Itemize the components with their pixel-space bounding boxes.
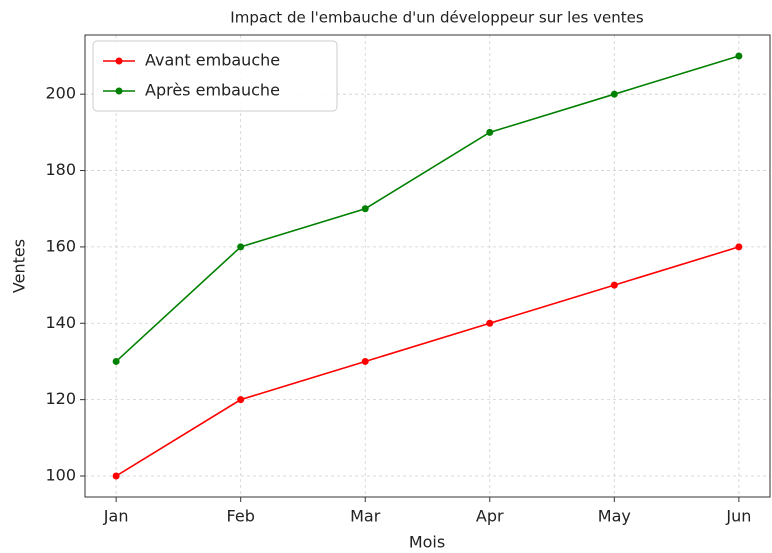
y-tick-label: 140 xyxy=(45,313,76,332)
point xyxy=(361,205,369,213)
legend-marker xyxy=(115,57,123,65)
point xyxy=(610,90,618,98)
legend: Avant embauche Après embauche xyxy=(92,40,338,112)
y-axis-label: Ventes xyxy=(10,239,29,293)
plot-frame xyxy=(84,34,771,498)
legend-marker xyxy=(115,87,123,95)
series-line xyxy=(115,246,740,477)
y-tick-label: 200 xyxy=(45,84,76,103)
series-line xyxy=(115,55,740,363)
point xyxy=(112,357,120,365)
point xyxy=(610,281,618,289)
y-tick-label: 120 xyxy=(45,389,76,408)
y-tick-label: 160 xyxy=(45,236,76,255)
x-tick-label: Jan xyxy=(103,507,129,526)
y-tick-label: 100 xyxy=(45,466,76,485)
point xyxy=(735,52,743,60)
x-tick-label: Feb xyxy=(227,507,255,526)
point xyxy=(486,128,494,136)
legend-box xyxy=(92,40,338,112)
y-tick-label: 180 xyxy=(45,160,76,179)
x-tick-label: May xyxy=(598,507,631,526)
chart-title: Impact de l'embauche d'un développeur su… xyxy=(230,9,644,27)
point xyxy=(112,472,120,480)
point xyxy=(735,243,743,251)
x-axis-label: Mois xyxy=(409,533,445,552)
x-tick-label: Apr xyxy=(476,507,504,526)
point xyxy=(486,319,494,327)
x-tick-label: Jun xyxy=(725,507,751,526)
x-tick-label: Mar xyxy=(350,507,381,526)
point xyxy=(361,357,369,365)
legend-label: Après embauche xyxy=(145,81,280,100)
legend-label: Avant embauche xyxy=(145,51,280,70)
point xyxy=(237,396,245,404)
point xyxy=(237,243,245,251)
